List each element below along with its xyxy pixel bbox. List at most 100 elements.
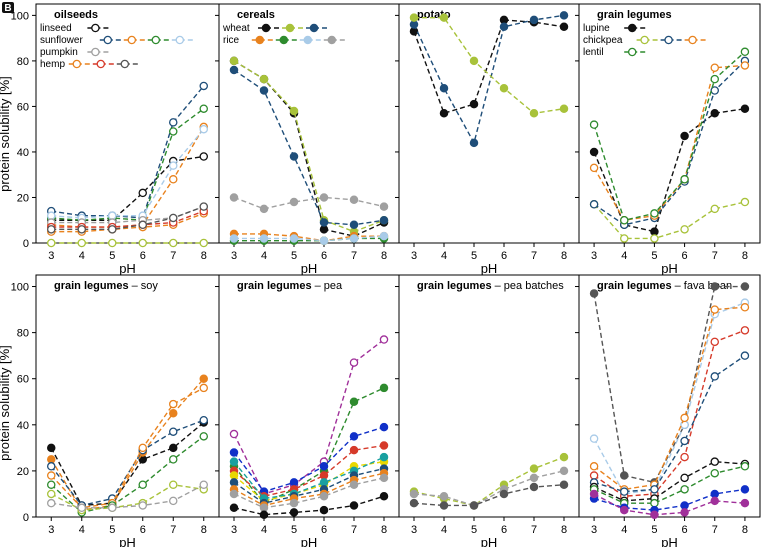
- series-line: [51, 205, 204, 231]
- data-point: [740, 498, 750, 508]
- panel-letter: B: [4, 3, 11, 14]
- x-tick-label: 3: [591, 250, 597, 262]
- data-point: [710, 74, 720, 84]
- data-point: [499, 83, 509, 93]
- series-line: [233, 472, 385, 507]
- y-tick-label: 100: [11, 10, 29, 22]
- data-point: [379, 231, 389, 241]
- data-point: [379, 452, 389, 462]
- legend-entry: sunflower: [40, 35, 194, 46]
- x-axis-label: pH: [661, 535, 678, 547]
- y-tick-label: 100: [11, 282, 29, 294]
- data-point: [680, 175, 689, 184]
- series-line: [414, 16, 565, 114]
- data-point: [589, 489, 599, 499]
- panel-title-suffix: – pea batches: [492, 280, 565, 292]
- legend-label: hemp: [40, 59, 65, 70]
- data-point: [47, 211, 56, 220]
- data-point: [529, 482, 539, 492]
- series-2: [589, 298, 750, 499]
- y-tick-label: 60: [17, 374, 29, 386]
- legend-swatch-marker: [627, 23, 637, 33]
- legend-swatch-marker: [279, 35, 289, 45]
- data-point: [650, 485, 659, 494]
- series-line: [413, 484, 565, 507]
- x-axis-label: pH: [119, 261, 136, 276]
- y-tick-label: 0: [23, 238, 29, 250]
- data-point: [620, 505, 629, 515]
- legend-swatch-marker: [688, 35, 697, 45]
- series-9: [589, 489, 750, 519]
- data-point: [469, 56, 479, 66]
- legend-swatch-marker: [627, 47, 637, 57]
- panel-title: oilseeds: [54, 9, 98, 21]
- data-point: [319, 505, 329, 515]
- data-point: [650, 209, 659, 218]
- y-tick-label: 80: [17, 56, 29, 68]
- panel-title: grain legumes – pea batches: [417, 280, 564, 292]
- panel-8: 3 4 5 6 7 8 pH grain legumes – fava bean: [575, 274, 761, 547]
- data-point: [138, 480, 147, 489]
- data-point: [77, 225, 87, 234]
- data-point: [349, 358, 359, 367]
- legend-entry: hemp: [40, 59, 139, 70]
- x-axis-label: pH: [481, 261, 498, 276]
- series-5: [47, 124, 208, 223]
- series-line: [593, 460, 745, 502]
- x-tick-label: 3: [48, 524, 54, 536]
- x-tick-label: 7: [351, 524, 357, 536]
- legend-swatch-marker: [127, 35, 137, 45]
- panel-6: 3 4 5 6 7 8 pH grain legumes – pea: [215, 274, 400, 547]
- series-line: [593, 493, 745, 516]
- series-line: [234, 233, 384, 242]
- x-tick-label: 8: [742, 524, 748, 536]
- series-line: [233, 196, 385, 210]
- legend-swatch-marker: [175, 35, 185, 45]
- x-tick-label: 8: [742, 250, 748, 262]
- data-point: [47, 225, 56, 234]
- data-point: [349, 445, 359, 455]
- data-point: [680, 131, 689, 141]
- data-point: [199, 152, 208, 161]
- data-point: [168, 455, 178, 464]
- x-tick-label: 5: [471, 250, 477, 262]
- series-line: [593, 306, 745, 491]
- data-point: [259, 86, 269, 95]
- panel-title-main: grain legumes: [417, 280, 492, 292]
- legend-swatch-marker: [91, 47, 100, 57]
- legend-swatch-marker: [327, 35, 337, 45]
- data-point: [409, 498, 419, 508]
- series-3: [589, 303, 750, 494]
- data-point: [589, 471, 599, 480]
- data-point: [740, 47, 750, 57]
- data-point: [289, 106, 299, 116]
- data-point: [620, 234, 629, 243]
- x-tick-label: 5: [291, 250, 297, 262]
- legend-swatch-marker: [309, 23, 319, 33]
- series-3: [229, 422, 389, 496]
- y-tick-label: 60: [17, 101, 29, 113]
- x-tick-label: 6: [682, 250, 688, 262]
- x-tick-label: 4: [261, 250, 267, 262]
- panel-4: 3 4 5 6 7 8 pH grain legumes lupinechickpealenti…: [575, 3, 761, 276]
- data-point: [229, 478, 239, 487]
- data-point: [168, 213, 178, 223]
- data-point: [710, 372, 720, 381]
- series-line: [50, 387, 205, 509]
- y-tick-label: 20: [17, 192, 29, 204]
- series-line: [51, 210, 204, 228]
- x-tick-label: 5: [651, 250, 657, 262]
- series-line: [593, 64, 745, 222]
- series-2: [409, 466, 569, 510]
- x-tick-label: 4: [441, 524, 447, 536]
- legend-label: lentil: [583, 47, 604, 58]
- series-line: [413, 456, 565, 507]
- series-9: [229, 473, 389, 513]
- data-point: [77, 503, 87, 513]
- series-1: [229, 56, 389, 241]
- data-point: [168, 161, 178, 170]
- panel-title: grain legumes: [597, 9, 672, 21]
- data-point: [589, 163, 599, 173]
- data-point: [319, 478, 329, 487]
- data-point: [168, 480, 178, 489]
